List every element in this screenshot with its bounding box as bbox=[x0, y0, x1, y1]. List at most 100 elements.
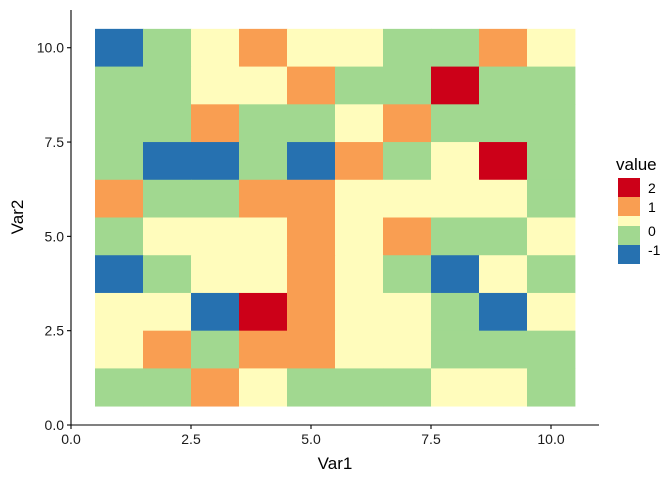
heatmap-cell bbox=[527, 28, 576, 67]
heatmap-cell bbox=[143, 104, 192, 143]
heatmap-cell bbox=[335, 292, 384, 332]
heatmap-cell bbox=[383, 179, 432, 218]
heatmap-cell bbox=[287, 368, 336, 407]
heatmap-cell bbox=[479, 142, 528, 181]
y-tick-label: 5.0 bbox=[45, 228, 65, 244]
heatmap-cell bbox=[527, 330, 576, 369]
heatmap-cells bbox=[95, 28, 576, 407]
heatmap-cell bbox=[95, 104, 144, 143]
heatmap-cell bbox=[527, 104, 576, 143]
heatmap-cell bbox=[431, 292, 480, 332]
heatmap-cell bbox=[191, 330, 240, 369]
heatmap-cell bbox=[95, 292, 144, 332]
legend-swatch bbox=[618, 178, 640, 197]
y-axis-title: Var2 bbox=[8, 200, 27, 235]
x-tick-label: 7.5 bbox=[421, 431, 441, 447]
heatmap-cell bbox=[527, 255, 576, 294]
heatmap-cell bbox=[527, 217, 576, 256]
heatmap-cell bbox=[479, 28, 528, 67]
heatmap-cell bbox=[239, 66, 288, 105]
heatmap-cell bbox=[143, 142, 192, 181]
y-tick-label: 7.5 bbox=[45, 134, 65, 150]
heatmap-cell bbox=[191, 368, 240, 407]
heatmap-cell bbox=[95, 330, 144, 369]
heatmap-cell bbox=[335, 104, 384, 143]
heatmap-cell bbox=[287, 330, 336, 369]
heatmap-cell bbox=[431, 368, 480, 407]
x-tick-label: 10.0 bbox=[537, 431, 564, 447]
heatmap-cell bbox=[143, 179, 192, 218]
x-axis-title: Var1 bbox=[318, 454, 353, 473]
heatmap-cell bbox=[383, 368, 432, 407]
heatmap-cell bbox=[383, 255, 432, 294]
heatmap-cell bbox=[287, 104, 336, 143]
heatmap-cell bbox=[143, 28, 192, 67]
heatmap-cell bbox=[143, 66, 192, 105]
heatmap-cell bbox=[239, 104, 288, 143]
axes: 0.0 2.5 5.0 7.5 10.0 0.0 2.5 5.0 7.5 10.0 bbox=[37, 10, 599, 447]
heatmap-cell bbox=[335, 217, 384, 256]
heatmap-cell bbox=[383, 217, 432, 256]
heatmap-cell bbox=[335, 142, 384, 181]
x-tick-label: 0.0 bbox=[61, 431, 81, 447]
heatmap-cell bbox=[479, 292, 528, 332]
heatmap-cell bbox=[335, 255, 384, 294]
heatmap-cell bbox=[287, 28, 336, 67]
heatmap-cell bbox=[431, 104, 480, 143]
heatmap-cell bbox=[335, 179, 384, 218]
heatmap-cell bbox=[479, 217, 528, 256]
heatmap-cell bbox=[191, 66, 240, 105]
heatmap-cell bbox=[95, 255, 144, 294]
heatmap-cell bbox=[143, 368, 192, 407]
heatmap-cell bbox=[239, 179, 288, 218]
heatmap-cell bbox=[239, 368, 288, 407]
heatmap-cell bbox=[239, 28, 288, 67]
legend-swatch bbox=[618, 216, 640, 226]
legend: value 2 1 0 -1 bbox=[616, 155, 661, 264]
x-tick-label: 2.5 bbox=[181, 431, 201, 447]
heatmap-cell bbox=[335, 28, 384, 67]
x-tick-label: 5.0 bbox=[301, 431, 321, 447]
heatmap-cell bbox=[239, 142, 288, 181]
heatmap-cell bbox=[383, 330, 432, 369]
heatmap-cell bbox=[191, 255, 240, 294]
heatmap-cell bbox=[287, 142, 336, 181]
legend-label: -1 bbox=[648, 242, 661, 258]
legend-swatch bbox=[618, 197, 640, 216]
heatmap-cell bbox=[431, 179, 480, 218]
heatmap-cell bbox=[95, 66, 144, 105]
heatmap-cell bbox=[479, 255, 528, 294]
y-tick-label: 2.5 bbox=[45, 323, 65, 339]
heatmap-cell bbox=[383, 28, 432, 67]
heatmap-cell bbox=[383, 142, 432, 181]
legend-label: 1 bbox=[648, 199, 656, 215]
legend-title: value bbox=[616, 155, 657, 174]
heatmap-cell bbox=[143, 255, 192, 294]
heatmap-cell bbox=[479, 330, 528, 369]
heatmap-cell bbox=[239, 217, 288, 256]
heatmap-cell bbox=[287, 217, 336, 256]
heatmap-cell bbox=[431, 217, 480, 256]
legend-swatch bbox=[618, 226, 640, 245]
heatmap-cell bbox=[431, 330, 480, 369]
heatmap-cell bbox=[143, 330, 192, 369]
heatmap-cell bbox=[335, 66, 384, 105]
heatmap-cell bbox=[479, 104, 528, 143]
heatmap-cell bbox=[287, 179, 336, 218]
heatmap-cell bbox=[527, 142, 576, 181]
heatmap-cell bbox=[431, 142, 480, 181]
legend-label: 0 bbox=[648, 223, 656, 239]
heatmap-cell bbox=[239, 330, 288, 369]
y-tick-label: 0.0 bbox=[45, 417, 65, 433]
heatmap-cell bbox=[287, 255, 336, 294]
heatmap-cell bbox=[527, 292, 576, 332]
heatmap-cell bbox=[527, 179, 576, 218]
heatmap-cell bbox=[95, 179, 144, 218]
heatmap-cell bbox=[383, 104, 432, 143]
heatmap-cell bbox=[383, 292, 432, 332]
heatmap-cell bbox=[143, 217, 192, 256]
heatmap-cell bbox=[239, 292, 288, 332]
heatmap-cell bbox=[95, 142, 144, 181]
heatmap-cell bbox=[479, 66, 528, 105]
